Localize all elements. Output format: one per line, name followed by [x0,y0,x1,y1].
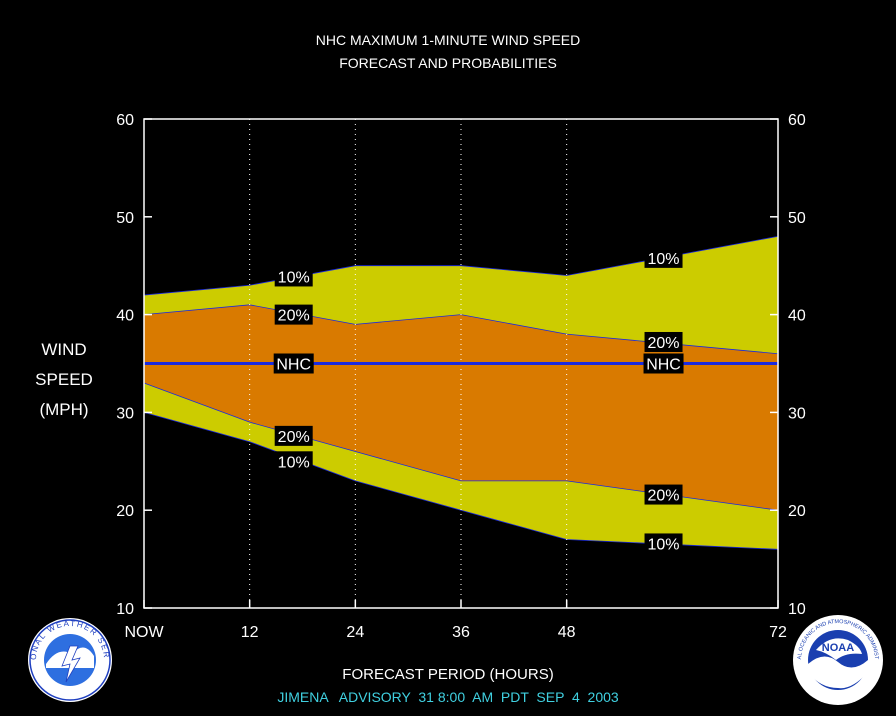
band-label-bg [274,425,313,446]
chart-title: NHC MAXIMUM 1-MINUTE WIND SPEED [316,32,580,48]
y-axis-label-line-3: (MPH) [39,400,88,419]
band-labels: 10% 20% NHC 20% 10% 10% 20% NHC 20% 10% [273,247,684,554]
y-axis-label-line-2: SPEED [35,370,93,389]
y-tick-label-left: 30 [116,405,134,422]
x-tick-label: 12 [241,624,259,641]
y-tick-label-right: 20 [788,503,806,520]
x-tick-label: 36 [452,624,470,641]
band-label: 10% [648,251,680,268]
chart-subtitle: FORECAST AND PROBABILITIES [339,55,557,71]
y-axis-ticks: 10 10 20 20 30 30 40 40 50 50 60 60 [116,112,806,618]
band-label: 20% [278,308,310,325]
x-tick-label: 24 [346,624,364,641]
band-label: 20% [648,335,680,352]
y-tick-label-left: 60 [116,112,134,129]
y-tick-label-right: 40 [788,308,806,325]
band-label: 10% [278,454,310,471]
svg-text:NOAA: NOAA [822,642,854,654]
x-tick-label: NOW [124,624,164,641]
band-label: 20% [648,488,680,505]
band-label-bg [273,353,314,374]
band-label-bg [644,484,683,505]
y-tick-label-left: 10 [116,601,134,618]
y-tick-label-left: 50 [116,210,134,227]
band-label-bg [644,533,683,554]
band-label-bg [644,331,683,352]
x-axis-ticks: NOW 12 24 36 48 72 [124,600,787,641]
band-label: 10% [648,536,680,553]
y-tick-label-left: 40 [116,308,134,325]
band-label: 10% [278,269,310,286]
band-label: NHC [646,357,681,374]
y-tick-label-right: 60 [788,112,806,129]
y-tick-label-right: 50 [788,210,806,227]
band-label: NHC [276,357,311,374]
band-label-bg [644,247,683,268]
band-label-bg [274,304,313,325]
band-label-bg [274,266,313,287]
band-label-bg [274,451,313,472]
y-tick-label-right: 10 [788,601,806,618]
x-axis-label: FORECAST PERIOD (HOURS) [342,666,553,683]
band-label-bg [643,353,684,374]
svg-text:NATIONAL WEATHER SERVICE: NATIONAL WEATHER SERVICE [0,0,111,660]
y-tick-label-left: 20 [116,503,134,520]
x-tick-label: 72 [769,624,787,641]
x-tick-label: 48 [558,624,576,641]
probability-bands [143,235,779,550]
y-tick-label-right: 30 [788,405,806,422]
y-axis-label-line-1: WIND [41,340,86,359]
band-label: 20% [278,429,310,446]
advisory-footer: JIMENA ADVISORY 31 8:00 AM PDT SEP 4 200… [277,689,619,705]
